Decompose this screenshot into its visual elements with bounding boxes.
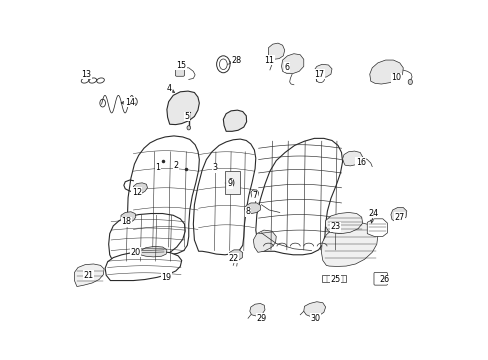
Text: 24: 24 bbox=[367, 209, 378, 218]
Polygon shape bbox=[193, 139, 255, 255]
Text: 6: 6 bbox=[284, 63, 289, 72]
Polygon shape bbox=[342, 151, 362, 166]
Polygon shape bbox=[268, 43, 284, 59]
Text: 27: 27 bbox=[394, 212, 404, 221]
Text: 5: 5 bbox=[184, 112, 189, 121]
Text: 4: 4 bbox=[166, 84, 171, 93]
Polygon shape bbox=[250, 190, 258, 198]
Polygon shape bbox=[369, 60, 403, 84]
Text: 22: 22 bbox=[227, 254, 238, 263]
Text: 2: 2 bbox=[173, 161, 178, 170]
Polygon shape bbox=[127, 136, 199, 255]
Text: 17: 17 bbox=[314, 70, 324, 79]
Text: 28: 28 bbox=[231, 56, 241, 65]
Polygon shape bbox=[228, 250, 242, 261]
Bar bbox=[322, 275, 346, 282]
Polygon shape bbox=[121, 212, 136, 223]
Text: 10: 10 bbox=[390, 73, 400, 82]
Text: 18: 18 bbox=[121, 217, 131, 226]
Polygon shape bbox=[166, 91, 199, 125]
Polygon shape bbox=[303, 302, 325, 317]
FancyBboxPatch shape bbox=[373, 273, 386, 285]
Polygon shape bbox=[314, 64, 331, 78]
Text: 29: 29 bbox=[256, 314, 266, 323]
Polygon shape bbox=[249, 303, 264, 316]
Text: 12: 12 bbox=[132, 188, 142, 197]
Text: 21: 21 bbox=[83, 271, 93, 280]
Polygon shape bbox=[253, 230, 276, 252]
Polygon shape bbox=[223, 110, 246, 131]
Polygon shape bbox=[255, 138, 342, 255]
Text: 20: 20 bbox=[130, 248, 140, 257]
Text: 7: 7 bbox=[252, 192, 257, 201]
Ellipse shape bbox=[186, 126, 190, 130]
Polygon shape bbox=[321, 223, 377, 266]
Ellipse shape bbox=[407, 79, 411, 85]
Text: 25: 25 bbox=[330, 275, 340, 284]
Ellipse shape bbox=[228, 179, 233, 187]
Text: 13: 13 bbox=[81, 70, 91, 79]
Text: 30: 30 bbox=[309, 314, 320, 323]
Polygon shape bbox=[390, 207, 406, 222]
Text: 9: 9 bbox=[226, 179, 232, 188]
Polygon shape bbox=[244, 203, 260, 213]
Text: 14: 14 bbox=[124, 98, 135, 107]
Polygon shape bbox=[366, 219, 386, 237]
Text: 23: 23 bbox=[330, 222, 340, 231]
Polygon shape bbox=[108, 213, 185, 262]
Polygon shape bbox=[105, 251, 182, 280]
Text: 26: 26 bbox=[379, 275, 389, 284]
Text: 15: 15 bbox=[176, 61, 185, 70]
Text: 1: 1 bbox=[155, 163, 160, 172]
Bar bbox=[224, 171, 240, 194]
FancyBboxPatch shape bbox=[175, 63, 184, 76]
Text: 3: 3 bbox=[212, 163, 217, 172]
Polygon shape bbox=[74, 264, 104, 287]
Polygon shape bbox=[325, 212, 362, 234]
Polygon shape bbox=[281, 54, 303, 73]
Text: 19: 19 bbox=[161, 273, 171, 282]
Text: 16: 16 bbox=[355, 158, 365, 167]
Polygon shape bbox=[133, 183, 147, 193]
Polygon shape bbox=[140, 246, 166, 257]
Text: 11: 11 bbox=[264, 55, 274, 64]
Text: 8: 8 bbox=[245, 207, 250, 216]
